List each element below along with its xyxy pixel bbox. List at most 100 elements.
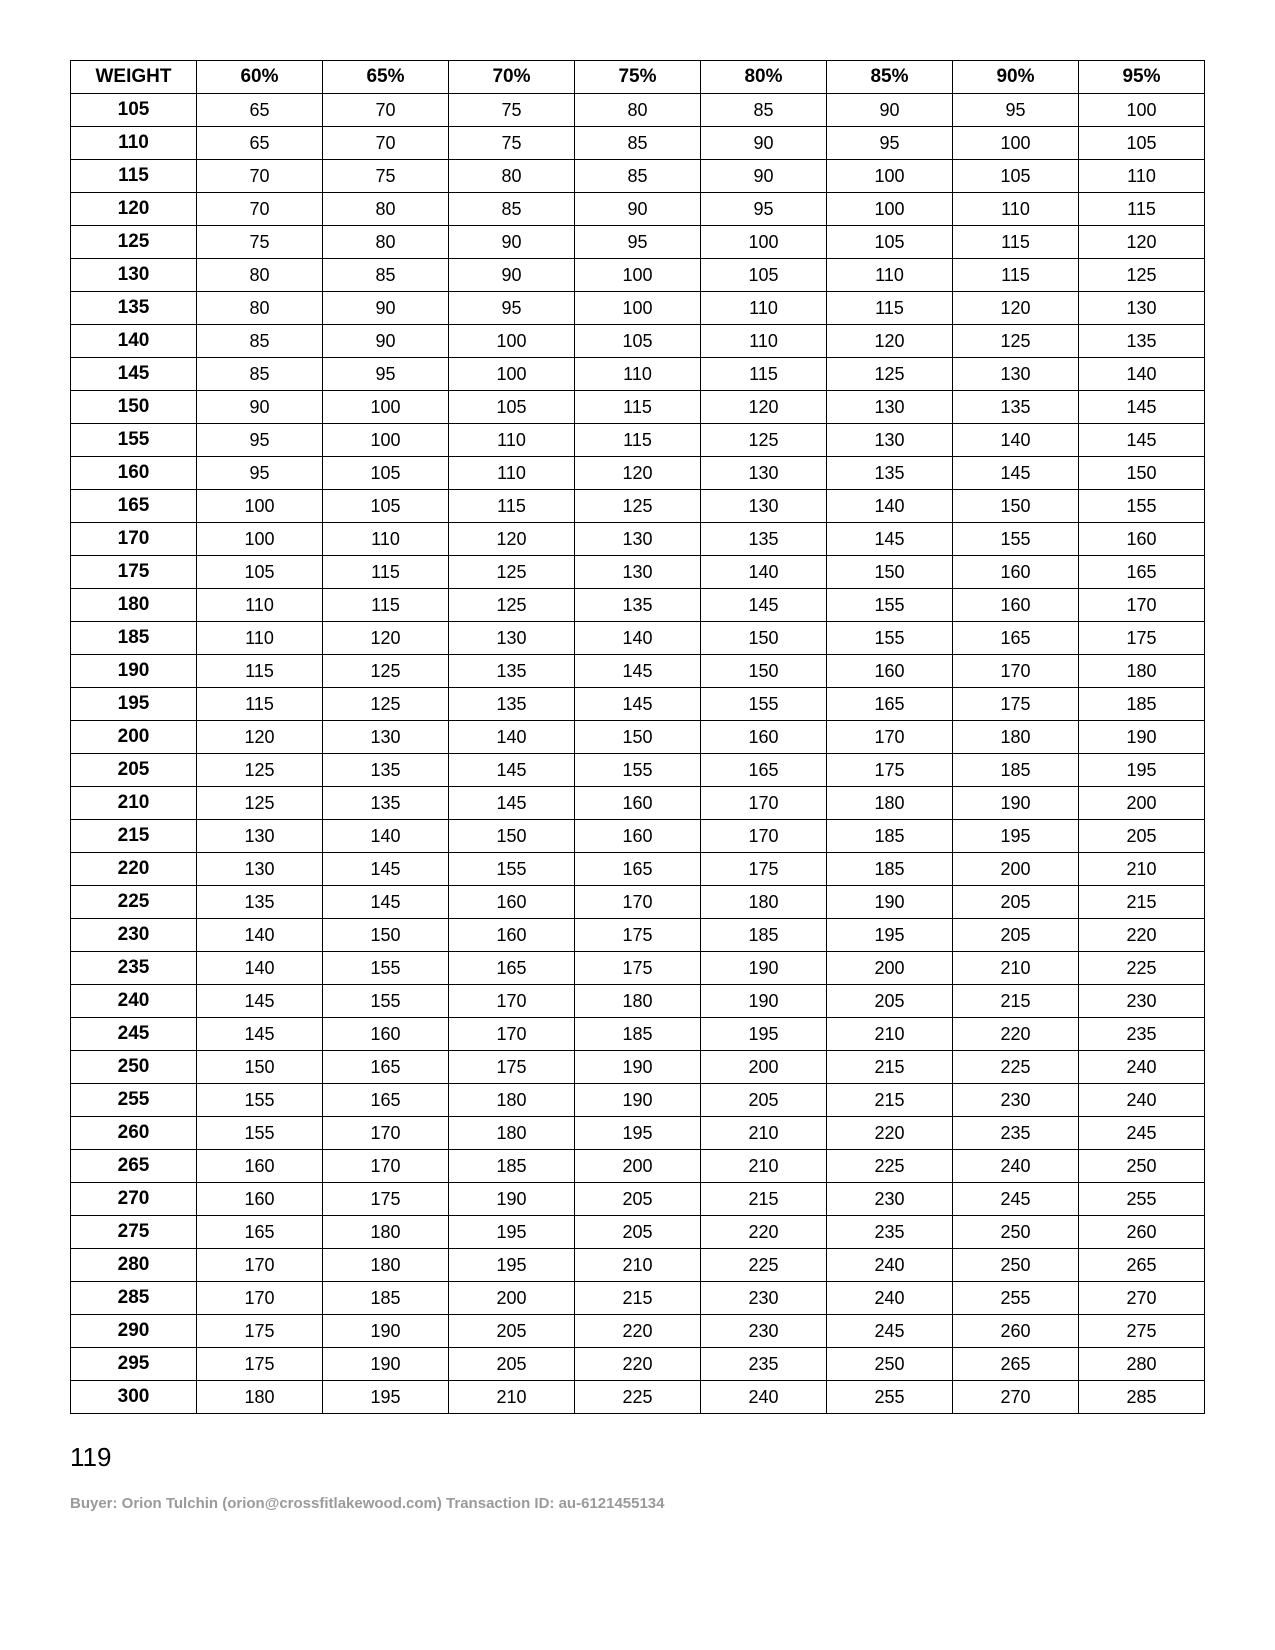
table-row: 280170180195210225240250265	[71, 1249, 1205, 1282]
value-cell: 185	[575, 1018, 701, 1051]
value-cell: 120	[1079, 226, 1205, 259]
table-row: 245145160170185195210220235	[71, 1018, 1205, 1051]
value-cell: 190	[953, 787, 1079, 820]
value-cell: 145	[701, 589, 827, 622]
value-cell: 245	[953, 1183, 1079, 1216]
weight-cell: 120	[71, 193, 197, 226]
value-cell: 115	[701, 358, 827, 391]
table-row: 220130145155165175185200210	[71, 853, 1205, 886]
value-cell: 145	[827, 523, 953, 556]
table-row: 1207080859095100110115	[71, 193, 1205, 226]
value-cell: 215	[1079, 886, 1205, 919]
weight-cell: 180	[71, 589, 197, 622]
weight-cell: 220	[71, 853, 197, 886]
value-cell: 200	[827, 952, 953, 985]
value-cell: 105	[953, 160, 1079, 193]
value-cell: 80	[449, 160, 575, 193]
value-cell: 200	[701, 1051, 827, 1084]
value-cell: 120	[197, 721, 323, 754]
weight-cell: 275	[71, 1216, 197, 1249]
weight-cell: 240	[71, 985, 197, 1018]
value-cell: 165	[827, 688, 953, 721]
value-cell: 165	[701, 754, 827, 787]
value-cell: 90	[197, 391, 323, 424]
value-cell: 105	[1079, 127, 1205, 160]
value-cell: 105	[701, 259, 827, 292]
value-cell: 265	[953, 1348, 1079, 1381]
value-cell: 185	[1079, 688, 1205, 721]
value-cell: 95	[575, 226, 701, 259]
value-cell: 70	[323, 94, 449, 127]
value-cell: 225	[953, 1051, 1079, 1084]
value-cell: 170	[575, 886, 701, 919]
weight-cell: 165	[71, 490, 197, 523]
value-cell: 240	[953, 1150, 1079, 1183]
value-cell: 90	[575, 193, 701, 226]
value-cell: 105	[323, 490, 449, 523]
value-cell: 160	[701, 721, 827, 754]
table-row: 255155165180190205215230240	[71, 1084, 1205, 1117]
value-cell: 135	[1079, 325, 1205, 358]
value-cell: 115	[1079, 193, 1205, 226]
value-cell: 155	[575, 754, 701, 787]
footer-buyer-info: Buyer: Orion Tulchin (orion@crossfitlake…	[70, 1495, 1205, 1512]
value-cell: 160	[575, 820, 701, 853]
value-cell: 110	[449, 457, 575, 490]
value-cell: 140	[827, 490, 953, 523]
value-cell: 160	[323, 1018, 449, 1051]
value-cell: 115	[323, 589, 449, 622]
value-cell: 110	[449, 424, 575, 457]
value-cell: 115	[953, 259, 1079, 292]
table-row: 290175190205220230245260275	[71, 1315, 1205, 1348]
table-row: 195115125135145155165175185	[71, 688, 1205, 721]
table-header: WEIGHT60%65%70%75%80%85%90%95%	[71, 61, 1205, 94]
value-cell: 205	[1079, 820, 1205, 853]
value-cell: 250	[953, 1216, 1079, 1249]
weight-cell: 230	[71, 919, 197, 952]
value-cell: 110	[197, 589, 323, 622]
value-cell: 145	[1079, 424, 1205, 457]
value-cell: 90	[449, 226, 575, 259]
value-cell: 100	[449, 358, 575, 391]
table-body: 1056570758085909510011065707585909510010…	[71, 94, 1205, 1414]
value-cell: 115	[323, 556, 449, 589]
value-cell: 265	[1079, 1249, 1205, 1282]
header-weight-label: WEIGHT	[71, 61, 197, 94]
weight-cell: 140	[71, 325, 197, 358]
table-row: 230140150160175185195205220	[71, 919, 1205, 952]
value-cell: 160	[197, 1183, 323, 1216]
value-cell: 240	[701, 1381, 827, 1414]
value-cell: 95	[197, 424, 323, 457]
value-cell: 155	[953, 523, 1079, 556]
value-cell: 140	[953, 424, 1079, 457]
value-cell: 195	[827, 919, 953, 952]
value-cell: 100	[1079, 94, 1205, 127]
value-cell: 215	[701, 1183, 827, 1216]
value-cell: 70	[323, 127, 449, 160]
value-cell: 165	[953, 622, 1079, 655]
value-cell: 210	[575, 1249, 701, 1282]
value-cell: 120	[323, 622, 449, 655]
value-cell: 180	[575, 985, 701, 1018]
value-cell: 140	[1079, 358, 1205, 391]
value-cell: 70	[197, 160, 323, 193]
weight-cell: 130	[71, 259, 197, 292]
value-cell: 270	[1079, 1282, 1205, 1315]
value-cell: 125	[449, 556, 575, 589]
value-cell: 130	[827, 424, 953, 457]
value-cell: 110	[323, 523, 449, 556]
weight-cell: 175	[71, 556, 197, 589]
value-cell: 250	[1079, 1150, 1205, 1183]
value-cell: 240	[827, 1249, 953, 1282]
value-cell: 150	[827, 556, 953, 589]
value-cell: 205	[449, 1315, 575, 1348]
value-cell: 175	[953, 688, 1079, 721]
value-cell: 140	[197, 919, 323, 952]
value-cell: 225	[701, 1249, 827, 1282]
value-cell: 190	[575, 1051, 701, 1084]
value-cell: 110	[1079, 160, 1205, 193]
table-row: 225135145160170180190205215	[71, 886, 1205, 919]
value-cell: 170	[323, 1117, 449, 1150]
value-cell: 140	[575, 622, 701, 655]
value-cell: 135	[953, 391, 1079, 424]
